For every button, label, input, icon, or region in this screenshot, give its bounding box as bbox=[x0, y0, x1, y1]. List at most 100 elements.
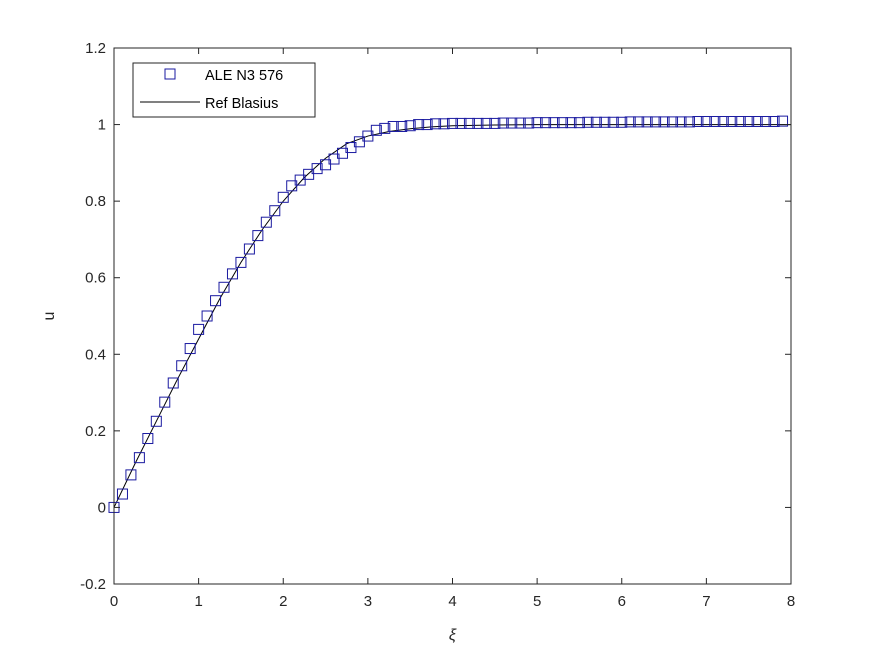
x-tick-label: 3 bbox=[364, 593, 372, 610]
data-point-marker bbox=[743, 116, 755, 128]
data-point-marker bbox=[675, 116, 687, 128]
x-tick-label: 1 bbox=[194, 593, 202, 610]
marker-layer bbox=[108, 115, 789, 513]
y-axis-label: u bbox=[41, 312, 58, 321]
y-tick-label: -0.2 bbox=[80, 576, 106, 593]
data-point-marker bbox=[277, 191, 289, 203]
data-point-marker bbox=[658, 116, 670, 128]
data-point-marker bbox=[455, 117, 467, 129]
data-point-marker bbox=[413, 119, 425, 131]
data-point-marker bbox=[370, 124, 382, 136]
data-point-marker bbox=[116, 488, 128, 500]
data-point-marker bbox=[726, 116, 738, 128]
data-point-marker bbox=[700, 116, 712, 128]
data-point-marker bbox=[777, 115, 789, 127]
data-point-marker bbox=[497, 117, 509, 129]
x-tick-label: 7 bbox=[702, 593, 710, 610]
data-point-marker bbox=[303, 168, 315, 180]
reference-curve-layer bbox=[113, 124, 791, 508]
x-tick-label: 2 bbox=[279, 593, 287, 610]
data-point-marker bbox=[193, 323, 205, 335]
data-point-marker bbox=[396, 120, 408, 132]
data-point-marker bbox=[531, 117, 543, 129]
data-point-marker bbox=[557, 117, 569, 129]
y-tick-label: 0.6 bbox=[85, 270, 106, 287]
plot-area bbox=[114, 48, 791, 584]
data-point-marker bbox=[226, 268, 238, 280]
x-tick-label: 5 bbox=[533, 593, 541, 610]
data-point-marker bbox=[641, 116, 653, 128]
legend-box bbox=[132, 62, 316, 118]
y-tick-label: 0.4 bbox=[85, 346, 106, 363]
data-point-marker bbox=[345, 142, 357, 154]
data-point-marker bbox=[523, 117, 535, 129]
data-point-marker bbox=[463, 117, 475, 129]
data-point-marker bbox=[260, 216, 272, 228]
data-point-marker bbox=[667, 116, 679, 128]
data-point-marker bbox=[616, 116, 628, 128]
data-point-marker bbox=[573, 117, 585, 129]
x-tick-label: 4 bbox=[448, 593, 456, 610]
data-point-marker bbox=[421, 119, 433, 131]
y-tick-label: 1.2 bbox=[85, 40, 106, 57]
data-point-marker bbox=[683, 116, 695, 128]
data-point-marker bbox=[167, 377, 179, 389]
data-point-marker bbox=[430, 118, 442, 130]
data-point-marker bbox=[633, 116, 645, 128]
data-point-marker bbox=[176, 360, 188, 372]
data-point-marker bbox=[599, 116, 611, 128]
data-point-marker bbox=[286, 180, 298, 192]
data-point-marker bbox=[760, 116, 772, 128]
data-point-marker bbox=[590, 116, 602, 128]
data-point-marker bbox=[506, 117, 518, 129]
data-point-marker bbox=[480, 117, 492, 129]
data-point-marker bbox=[607, 116, 619, 128]
data-point-marker bbox=[447, 117, 458, 129]
data-point-marker bbox=[269, 205, 281, 217]
data-point-marker bbox=[142, 433, 154, 445]
data-point-marker bbox=[133, 452, 145, 464]
y-tick-label: 0.2 bbox=[85, 423, 106, 440]
data-point-marker bbox=[218, 281, 230, 293]
data-point-marker bbox=[252, 230, 264, 242]
data-point-marker bbox=[489, 117, 501, 129]
data-point-marker bbox=[540, 117, 552, 129]
data-point-marker bbox=[565, 117, 577, 129]
data-point-marker bbox=[717, 116, 729, 128]
data-point-marker bbox=[150, 415, 162, 427]
data-point-marker bbox=[184, 343, 196, 355]
x-tick-label: 0 bbox=[110, 593, 118, 610]
data-point-marker bbox=[514, 117, 526, 129]
y-tick-label: 0 bbox=[98, 499, 106, 516]
data-point-marker bbox=[235, 256, 247, 268]
series-line-ref-blasius bbox=[113, 124, 791, 508]
data-point-marker bbox=[624, 116, 636, 128]
data-point-marker bbox=[582, 116, 594, 128]
data-point-marker bbox=[320, 159, 332, 171]
data-point-marker bbox=[692, 116, 704, 128]
x-axis-label: ξ bbox=[449, 627, 457, 644]
data-point-marker bbox=[650, 116, 662, 128]
legend-marker-square bbox=[164, 68, 176, 80]
legend-label-blasius: Ref Blasius bbox=[205, 96, 278, 112]
y-tick-label: 1 bbox=[98, 117, 106, 134]
x-tick-label: 8 bbox=[787, 593, 795, 610]
data-point-marker bbox=[472, 117, 484, 129]
data-point-marker bbox=[294, 174, 306, 186]
y-tick-label: 0.8 bbox=[85, 193, 106, 210]
legend: ALE N3 576 Ref Blasius bbox=[132, 62, 316, 118]
data-point-marker bbox=[387, 120, 399, 132]
data-point-marker bbox=[709, 116, 721, 128]
data-point-marker bbox=[362, 130, 374, 142]
data-point-marker bbox=[311, 163, 323, 175]
x-tick-label: 6 bbox=[618, 593, 626, 610]
data-point-marker bbox=[404, 120, 416, 132]
legend-label-ale: ALE N3 576 bbox=[205, 68, 283, 84]
data-point-marker bbox=[768, 116, 780, 128]
data-point-marker bbox=[125, 469, 137, 481]
data-point-marker bbox=[438, 118, 450, 130]
data-point-marker bbox=[159, 396, 171, 408]
data-point-marker bbox=[353, 136, 365, 148]
data-point-marker bbox=[210, 295, 222, 307]
